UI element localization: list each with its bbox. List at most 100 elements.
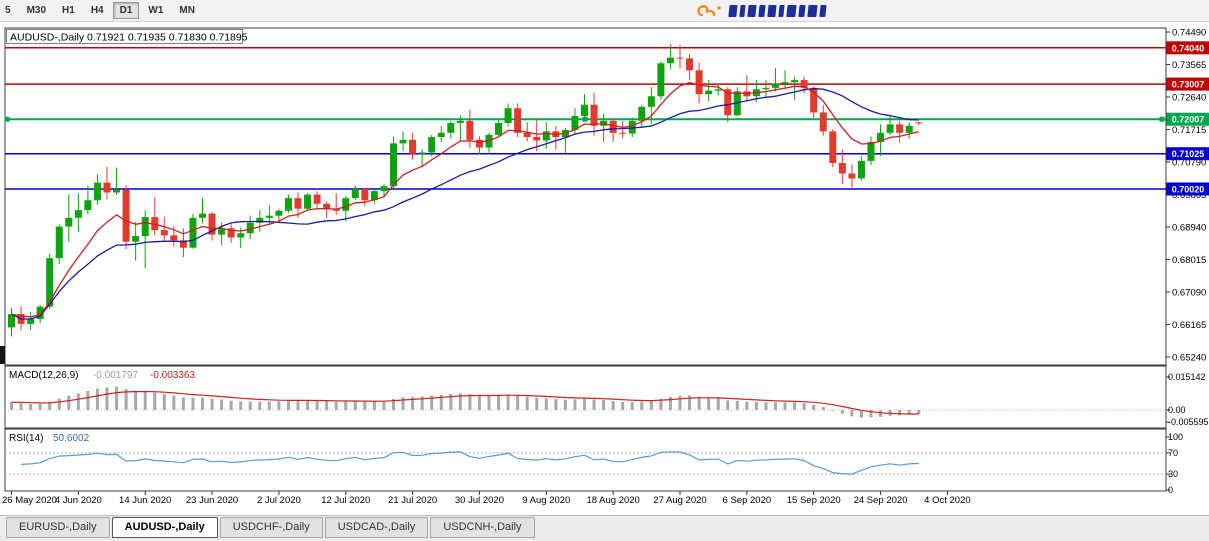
price-axis-label[interactable]: 0.68015 — [1172, 255, 1206, 266]
price-axis-label[interactable]: 0.68940 — [1172, 222, 1206, 233]
time-axis-label[interactable]: 24 Sep 2020 — [854, 495, 908, 506]
macd-axis-label[interactable]: 0.00 — [1168, 405, 1186, 415]
macd-histogram-bar — [172, 395, 176, 410]
time-axis-label[interactable]: 18 Aug 2020 — [586, 495, 639, 506]
candle-body — [74, 210, 82, 218]
macd-histogram-bar — [754, 401, 758, 410]
price-axis-label[interactable]: 0.72640 — [1172, 92, 1206, 103]
price-chart[interactable]: 0.744900.735650.726400.717150.707900.698… — [0, 0, 1209, 515]
rsi-axis-label[interactable]: 0 — [1168, 485, 1173, 495]
candle-body — [246, 222, 254, 234]
macd-histogram-bar — [793, 402, 797, 410]
macd-histogram-bar — [840, 410, 844, 414]
brand-logo-wordmark — [728, 5, 827, 17]
timeframe-button-mn[interactable]: MN — [179, 5, 195, 16]
candle-body — [772, 83, 779, 88]
macd-histogram-bar — [363, 401, 367, 410]
macd-label: MACD(12,26,9) — [9, 370, 78, 381]
macd-histogram-bar — [573, 399, 577, 410]
candle-body — [514, 108, 522, 133]
price-axis-label[interactable]: 0.73565 — [1172, 60, 1206, 71]
timeframe-button-w1[interactable]: W1 — [148, 5, 164, 16]
macd-histogram-bar — [411, 396, 415, 410]
macd-histogram-bar — [621, 401, 625, 410]
hline-0.74040[interactable]: 0.74040 — [5, 41, 1209, 55]
time-axis-label[interactable]: 6 Sep 2020 — [723, 495, 772, 506]
candle-body — [256, 217, 264, 223]
macd-histogram-bar — [516, 395, 520, 410]
time-axis-label[interactable]: 4 Jun 2020 — [55, 495, 102, 506]
candle-body — [103, 182, 111, 193]
candle-body — [666, 57, 674, 64]
candle-body — [571, 115, 579, 130]
candle-body — [36, 306, 44, 319]
time-axis-label[interactable]: 9 Aug 2020 — [522, 495, 570, 506]
price-axis-label[interactable]: 0.67090 — [1172, 287, 1206, 298]
timeframe-button-m30[interactable]: M30 — [26, 5, 47, 16]
candle-body — [93, 182, 101, 201]
time-axis-label[interactable]: 26 May 2020 — [2, 495, 57, 506]
time-axis-label[interactable]: 21 Jul 2020 — [388, 495, 437, 506]
price-tag — [1166, 77, 1209, 91]
macd-histogram-bar — [325, 401, 329, 410]
candle-body — [151, 217, 159, 231]
price-axis-label[interactable]: 0.66165 — [1172, 320, 1206, 331]
timeframe-button-h1[interactable]: H1 — [62, 5, 75, 16]
hline-0.73007[interactable]: 0.73007 — [5, 77, 1209, 91]
timeframe-button-h4[interactable]: H4 — [90, 5, 104, 16]
time-axis-label[interactable]: 30 Jul 2020 — [455, 495, 504, 506]
candle-body — [113, 189, 121, 193]
time-axis-label[interactable]: 12 Jul 2020 — [321, 495, 370, 506]
candle-body — [294, 198, 302, 209]
candle-body — [877, 132, 885, 142]
chart-tab-eurusd-daily[interactable]: EURUSD-,Daily — [6, 517, 110, 538]
macd-axis-label[interactable]: -0.005595 — [1168, 417, 1209, 427]
time-axis-label[interactable]: 14 Jun 2020 — [119, 495, 171, 506]
macd-histogram-bar — [315, 400, 319, 410]
candle-body — [160, 230, 168, 236]
time-axis-label[interactable]: 4 Oct 2020 — [924, 495, 970, 506]
price-axis-label[interactable]: 0.70790 — [1172, 157, 1206, 168]
macd-histogram-bar — [181, 397, 185, 410]
hline-handle[interactable] — [4, 116, 10, 122]
chart-tab-usdchf-daily[interactable]: USDCHF-,Daily — [219, 517, 323, 538]
time-axis-label[interactable]: 23 Jun 2020 — [186, 495, 238, 506]
price-tag-label: 0.71025 — [1172, 149, 1205, 159]
timeframe-button-d1[interactable]: D1 — [112, 2, 140, 19]
macd-axis-label[interactable]: 0.015142 — [1168, 372, 1206, 382]
candle-body — [8, 314, 15, 328]
time-axis-label[interactable]: 2 Jul 2020 — [257, 495, 301, 506]
chart-tab-audusd-daily[interactable]: AUDUSD-,Daily — [111, 517, 218, 538]
candle-body — [122, 189, 130, 242]
candle-body — [313, 194, 321, 204]
macd-histogram-bar — [649, 400, 653, 410]
candle-body — [179, 240, 187, 248]
rsi-axis-label[interactable]: 30 — [1168, 469, 1178, 479]
price-axis-label[interactable]: 0.65240 — [1172, 352, 1206, 363]
rsi-axis-label[interactable]: 100 — [1168, 432, 1183, 442]
hline-0.71025[interactable]: 0.71025 — [5, 147, 1209, 161]
macd-histogram-bar — [372, 401, 376, 410]
candle-body — [437, 132, 445, 138]
candle-body — [628, 120, 636, 134]
macd-value-main: -0.001797 — [93, 370, 138, 381]
price-axis-label[interactable]: 0.71715 — [1172, 125, 1206, 136]
time-axis-label[interactable]: 27 Aug 2020 — [653, 495, 706, 506]
macd-histogram-bar — [124, 388, 128, 410]
macd-histogram-bar — [774, 402, 777, 410]
candle-body — [284, 198, 292, 211]
hline-handle[interactable] — [1159, 116, 1165, 122]
price-tag — [1166, 182, 1209, 196]
hline-0.70020[interactable]: 0.70020 — [5, 182, 1209, 196]
chart-tab-usdcad-daily[interactable]: USDCAD-,Daily — [324, 517, 429, 538]
price-axis-label[interactable]: 0.74490 — [1172, 28, 1206, 39]
macd-histogram-bar — [630, 402, 634, 410]
macd-histogram-bar — [678, 395, 682, 410]
chart-tab-usdcnh-daily[interactable]: USDCNH-,Daily — [430, 517, 535, 538]
timeframe-button-5[interactable]: 5 — [5, 5, 11, 16]
rsi-axis-label[interactable]: 70 — [1168, 448, 1178, 458]
candle-body — [676, 57, 684, 59]
time-axis-label[interactable]: 15 Sep 2020 — [787, 495, 841, 506]
macd-histogram-bar — [439, 394, 443, 410]
candle-body — [829, 131, 837, 164]
